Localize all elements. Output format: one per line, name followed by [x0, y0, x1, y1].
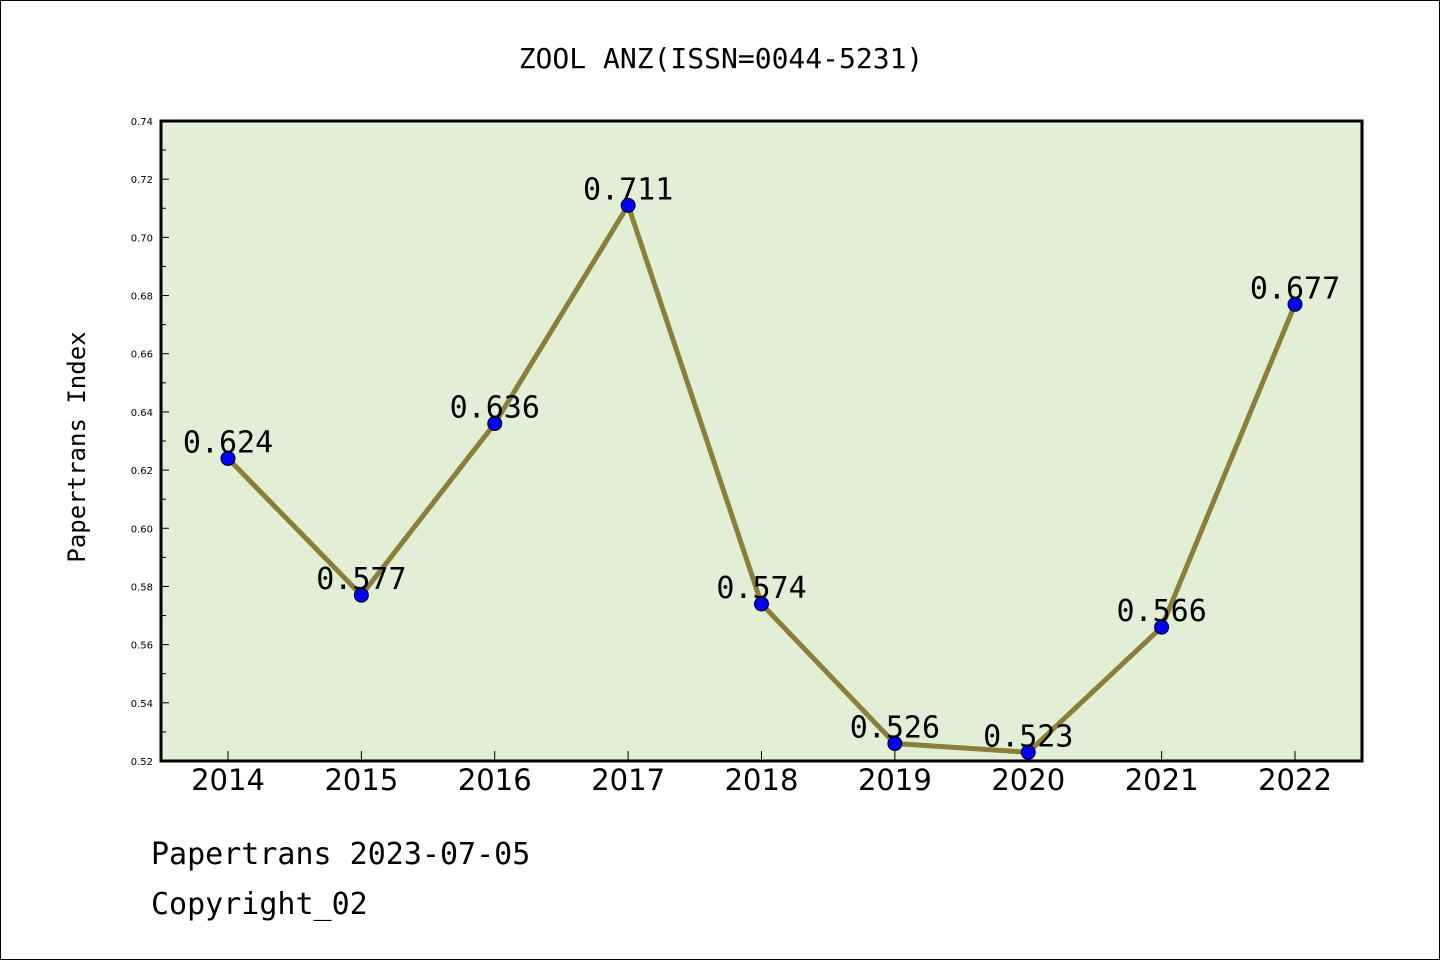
x-tick-label: 2015 [324, 763, 398, 797]
x-tick-label: 2020 [991, 763, 1065, 797]
data-point [887, 736, 903, 752]
data-point [353, 587, 369, 603]
chart-title: ZOOL ANZ(ISSN=0044-5231) [519, 42, 924, 75]
y-tick-label: 0.64 [131, 408, 153, 419]
y-tick-label: 0.56 [131, 641, 153, 652]
data-point [620, 197, 636, 213]
y-tick-label: 0.62 [131, 466, 153, 477]
y-tick-label: 0.54 [131, 699, 153, 710]
data-label: 0.566 [1116, 594, 1206, 629]
data-label: 0.677 [1250, 271, 1340, 306]
y-tick-label: 0.74 [131, 117, 153, 128]
series [220, 197, 1303, 760]
y-tick-label: 0.72 [131, 175, 153, 186]
data-label: 0.523 [983, 719, 1073, 754]
y-tick-label: 0.58 [131, 582, 153, 593]
x-tick-label: 2018 [725, 763, 799, 797]
data-label: 0.711 [583, 172, 673, 207]
footer-copyright: Copyright_02 [151, 887, 368, 922]
data-label: 0.624 [183, 425, 273, 460]
data-point [1287, 296, 1303, 312]
footer-date: Papertrans 2023-07-05 [151, 837, 531, 872]
y-axis-label: Papertrans Index [63, 331, 91, 562]
x-tick-label: 2016 [458, 763, 532, 797]
x-tick-label: 2017 [591, 763, 665, 797]
y-tick-label: 0.66 [131, 350, 153, 361]
x-tick-label: 2021 [1125, 763, 1199, 797]
y-tick-label: 0.70 [131, 233, 153, 244]
x-tick-label: 2022 [1258, 763, 1332, 797]
y-tick-label: 0.52 [131, 757, 153, 768]
plot-area [161, 121, 1362, 761]
x-tick-label: 2019 [858, 763, 932, 797]
x-tick-label: 2014 [191, 763, 265, 797]
data-label: 0.574 [716, 571, 806, 606]
data-point [220, 450, 236, 466]
plot-border [159, 119, 1364, 763]
data-point [1020, 744, 1036, 760]
data-point [1154, 619, 1170, 635]
data-point [487, 416, 503, 432]
y-tick-label: 0.68 [131, 292, 153, 303]
data-point [754, 596, 769, 612]
data-labels: 0.624 0.577 0.636 0.711 0.574 0.526 0.523 0.566… [183, 172, 1340, 754]
data-label: 0.526 [850, 711, 940, 746]
y-tick-label: 0.60 [131, 524, 153, 535]
data-label: 0.577 [316, 562, 406, 597]
axis-ticks: 0.52 0.54 0.56 0.58 0.60 0.62 0.64 0.66 0.68 0.70… [131, 117, 1332, 797]
data-label: 0.636 [450, 391, 540, 426]
